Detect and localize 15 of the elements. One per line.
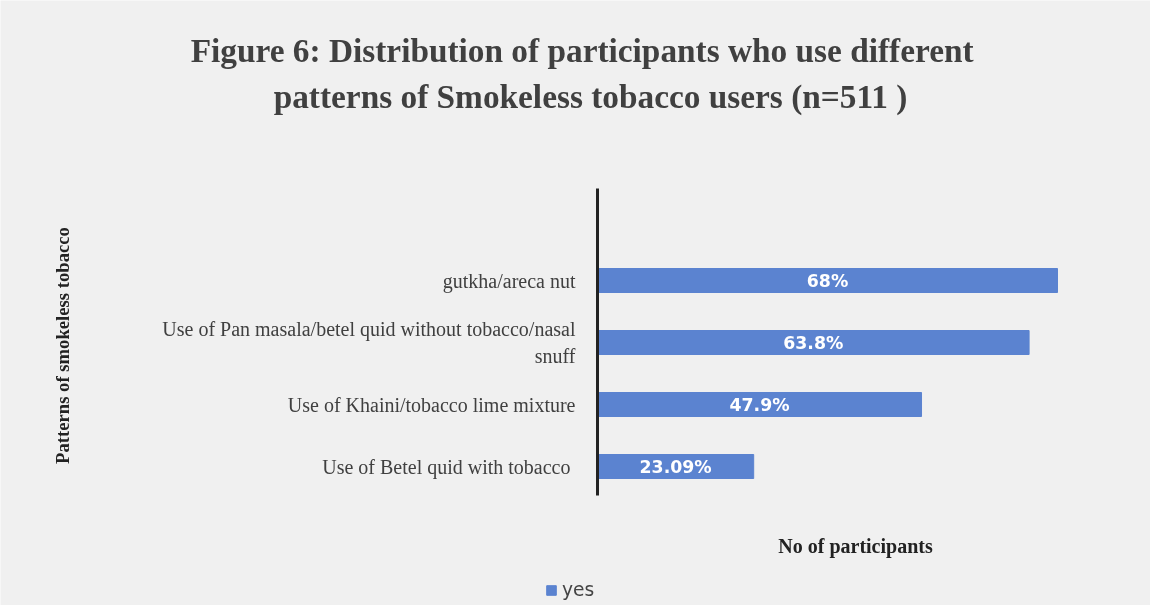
y-tick-label: Use of Pan masala/betel quid without tobacco/nasal snuff [162,318,576,367]
bar [597,268,1058,293]
x-axis-title: No of participants [778,534,933,558]
data-label: 23.09% [639,456,712,477]
legend-label: yes [562,579,595,600]
y-tick-label: Use of Betel quid with tobacco [322,455,571,479]
y-axis-title: Patterns of smokeless tobacco [52,227,73,464]
data-label: 63.8% [783,332,844,353]
chart-title: Figure 6: Distribution of participants who use different patterns of Smokeless tobacco users (n=511 ) [190,32,974,116]
y-tick-label: Use of Khaini/tobacco lime mixture [287,393,576,416]
y-tick-label: gutkha/areca nut [442,269,576,293]
data-label: 47.9% [729,394,790,415]
data-label: 68% [806,270,849,291]
bar [597,330,1030,355]
bar [597,392,923,417]
